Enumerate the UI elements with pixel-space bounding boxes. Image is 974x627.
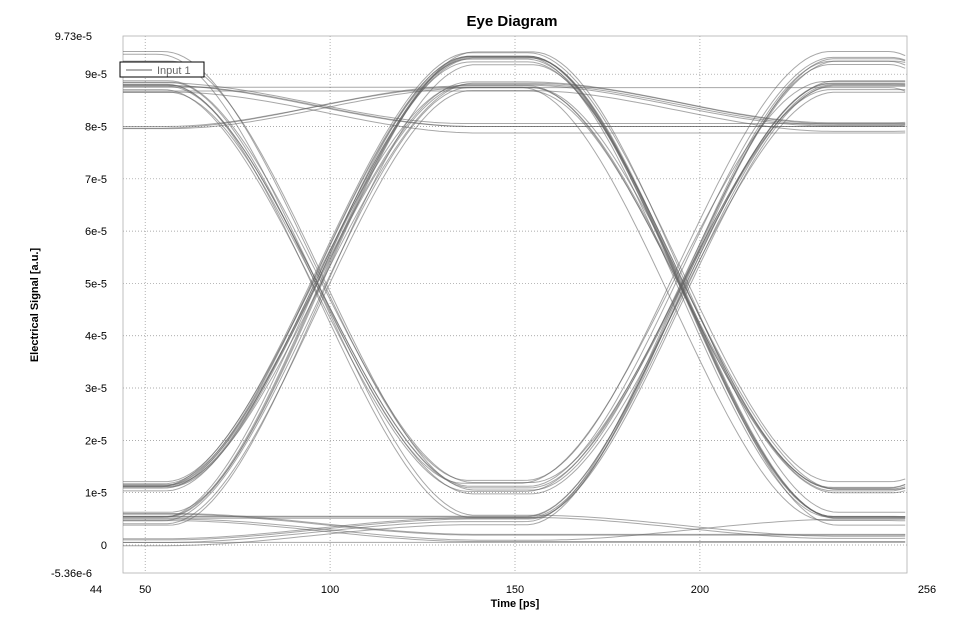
y-axis-label: Electrical Signal [a.u.] bbox=[29, 248, 41, 363]
y-tick-label: 0 bbox=[101, 540, 107, 552]
signal-trace bbox=[123, 51, 906, 481]
signal-trace bbox=[123, 84, 906, 488]
signal-trace bbox=[123, 51, 906, 513]
signal-trace bbox=[123, 84, 906, 519]
legend-box bbox=[119, 61, 205, 78]
y-axis-ticks: 0 1e-5 2e-5 3e-5 4e-5 5e-5 6e-5 7e-5 8e-5 9e-5 9.7… bbox=[51, 31, 107, 580]
x-tick-label: 150 bbox=[506, 584, 524, 596]
signal-trace bbox=[123, 82, 906, 517]
y-tick-label: 1e-5 bbox=[85, 488, 107, 500]
signal-trace bbox=[123, 53, 906, 484]
signal-trace bbox=[123, 518, 906, 541]
legend: Input 1 bbox=[119, 61, 205, 78]
signal-trace bbox=[123, 85, 906, 488]
signal-trace bbox=[123, 64, 906, 526]
x-axis-ticks: 50 100 150 200 44 256 bbox=[90, 584, 936, 596]
signal-trace bbox=[123, 90, 906, 525]
y-min-label: -5.36e-6 bbox=[51, 568, 92, 580]
signal-trace bbox=[123, 513, 906, 535]
legend-entry-label: Input 1 bbox=[157, 65, 191, 77]
x-tick-label: 200 bbox=[691, 584, 709, 596]
y-tick-label: 6e-5 bbox=[85, 226, 107, 238]
signal-trace bbox=[123, 82, 906, 124]
x-axis-label: Time [ps] bbox=[491, 598, 540, 610]
y-max-label: 9.73e-5 bbox=[55, 31, 92, 43]
signal-trace bbox=[123, 58, 906, 541]
signal-trace bbox=[123, 55, 906, 517]
signal-trace bbox=[123, 55, 906, 518]
signal-trace bbox=[123, 81, 906, 485]
y-tick-label: 2e-5 bbox=[85, 435, 107, 447]
signal-traces bbox=[123, 51, 906, 547]
signal-trace bbox=[123, 81, 906, 537]
y-tick-label: 3e-5 bbox=[85, 383, 107, 395]
x-min-label: 44 bbox=[90, 584, 102, 596]
chart-title: Eye Diagram bbox=[467, 13, 558, 30]
signal-trace bbox=[123, 60, 906, 543]
plot-area-frame bbox=[122, 35, 908, 574]
signal-trace bbox=[123, 60, 906, 491]
x-tick-label: 100 bbox=[321, 584, 339, 596]
y-tick-label: 7e-5 bbox=[85, 174, 107, 186]
signal-trace bbox=[123, 520, 906, 542]
x-tick-label: 50 bbox=[139, 584, 151, 596]
signal-trace bbox=[123, 57, 906, 519]
signal-trace bbox=[123, 82, 906, 486]
y-tick-label: 8e-5 bbox=[85, 121, 107, 133]
x-max-label: 256 bbox=[918, 584, 936, 596]
y-tick-label: 9e-5 bbox=[85, 69, 107, 81]
y-tick-label: 5e-5 bbox=[85, 278, 107, 290]
signal-trace bbox=[123, 90, 906, 494]
y-tick-label: 4e-5 bbox=[85, 331, 107, 343]
